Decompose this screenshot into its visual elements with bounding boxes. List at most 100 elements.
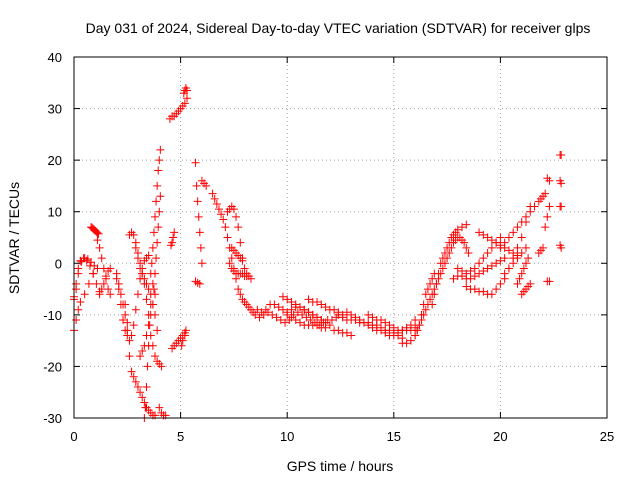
data-point	[283, 310, 292, 319]
series-arc-07	[112, 274, 134, 345]
data-point	[131, 243, 140, 252]
data-point	[487, 290, 496, 299]
data-point	[157, 362, 166, 371]
data-point	[432, 279, 441, 288]
data-point	[197, 259, 206, 268]
data-point	[196, 243, 205, 252]
data-point	[458, 223, 467, 232]
data-point	[121, 300, 130, 309]
series-arc-21	[177, 326, 190, 350]
series-arc-52	[534, 189, 550, 206]
data-point	[517, 233, 526, 242]
data-point	[178, 336, 187, 345]
data-point	[487, 261, 496, 270]
data-point	[136, 352, 145, 361]
data-point	[530, 202, 539, 211]
data-point	[121, 310, 130, 319]
data-point	[259, 310, 268, 319]
data-point	[177, 341, 186, 350]
data-point	[129, 321, 138, 330]
data-point	[141, 403, 150, 412]
data-point	[496, 233, 505, 242]
x-tick-label: 5	[177, 429, 184, 444]
data-point	[181, 326, 190, 335]
data-point	[229, 205, 238, 214]
series-arc-02	[70, 254, 104, 304]
data-point	[381, 328, 390, 337]
data-point	[214, 205, 223, 214]
data-point	[355, 316, 364, 325]
data-point	[466, 267, 475, 276]
data-point	[72, 316, 81, 325]
series-arc-29	[227, 243, 247, 265]
data-point	[317, 300, 326, 309]
data-point	[385, 321, 394, 330]
series-arc-59	[556, 202, 566, 211]
data-point	[270, 300, 279, 309]
x-tick-label: 20	[493, 429, 507, 444]
data-point	[517, 269, 526, 278]
data-point	[295, 303, 304, 312]
data-point	[287, 313, 296, 322]
data-point	[193, 197, 202, 206]
data-point	[138, 269, 147, 278]
data-point	[496, 243, 505, 252]
data-point	[93, 228, 102, 237]
data-point	[347, 310, 356, 319]
data-point	[308, 310, 317, 319]
data-point	[151, 352, 160, 361]
data-point	[131, 377, 140, 386]
data-point	[364, 321, 373, 330]
data-point	[194, 212, 203, 221]
data-point	[545, 176, 554, 185]
data-point	[251, 310, 260, 319]
data-point	[97, 254, 106, 263]
data-point	[193, 278, 202, 287]
data-point	[156, 145, 165, 154]
series-arc-16	[149, 192, 165, 294]
data-point	[87, 258, 96, 267]
data-point	[541, 223, 550, 232]
data-point	[509, 259, 518, 268]
data-point	[526, 279, 535, 288]
data-point	[140, 398, 149, 407]
data-point	[479, 230, 488, 239]
data-point	[149, 228, 158, 237]
data-points-layer	[70, 83, 566, 422]
data-point	[524, 254, 533, 263]
data-point	[151, 290, 160, 299]
data-point	[264, 308, 273, 317]
data-point	[475, 269, 484, 278]
data-point	[101, 272, 110, 281]
data-point	[125, 352, 134, 361]
data-point	[99, 279, 108, 288]
series-arc-50	[513, 254, 533, 288]
data-point	[123, 326, 132, 335]
data-point	[133, 383, 142, 392]
data-point	[515, 274, 524, 283]
data-point	[155, 156, 164, 165]
data-point	[291, 316, 300, 325]
data-point	[191, 158, 200, 167]
data-point	[347, 331, 356, 340]
data-point	[182, 94, 191, 103]
data-point	[144, 251, 153, 260]
series-arc-32	[278, 292, 326, 325]
data-point	[156, 192, 165, 201]
data-point	[483, 233, 492, 242]
data-point	[545, 277, 554, 286]
data-point	[133, 254, 142, 263]
data-point	[116, 290, 125, 299]
data-point	[411, 331, 420, 340]
series-arc-20	[179, 83, 191, 98]
data-point	[293, 308, 302, 317]
series-arc-27	[223, 202, 251, 278]
data-point	[470, 285, 479, 294]
series-arc-24	[191, 277, 204, 288]
data-point	[97, 285, 106, 294]
y-tick-label: 0	[55, 256, 62, 271]
data-point	[236, 238, 245, 247]
series-arc-04	[87, 223, 103, 238]
data-point	[462, 220, 471, 229]
